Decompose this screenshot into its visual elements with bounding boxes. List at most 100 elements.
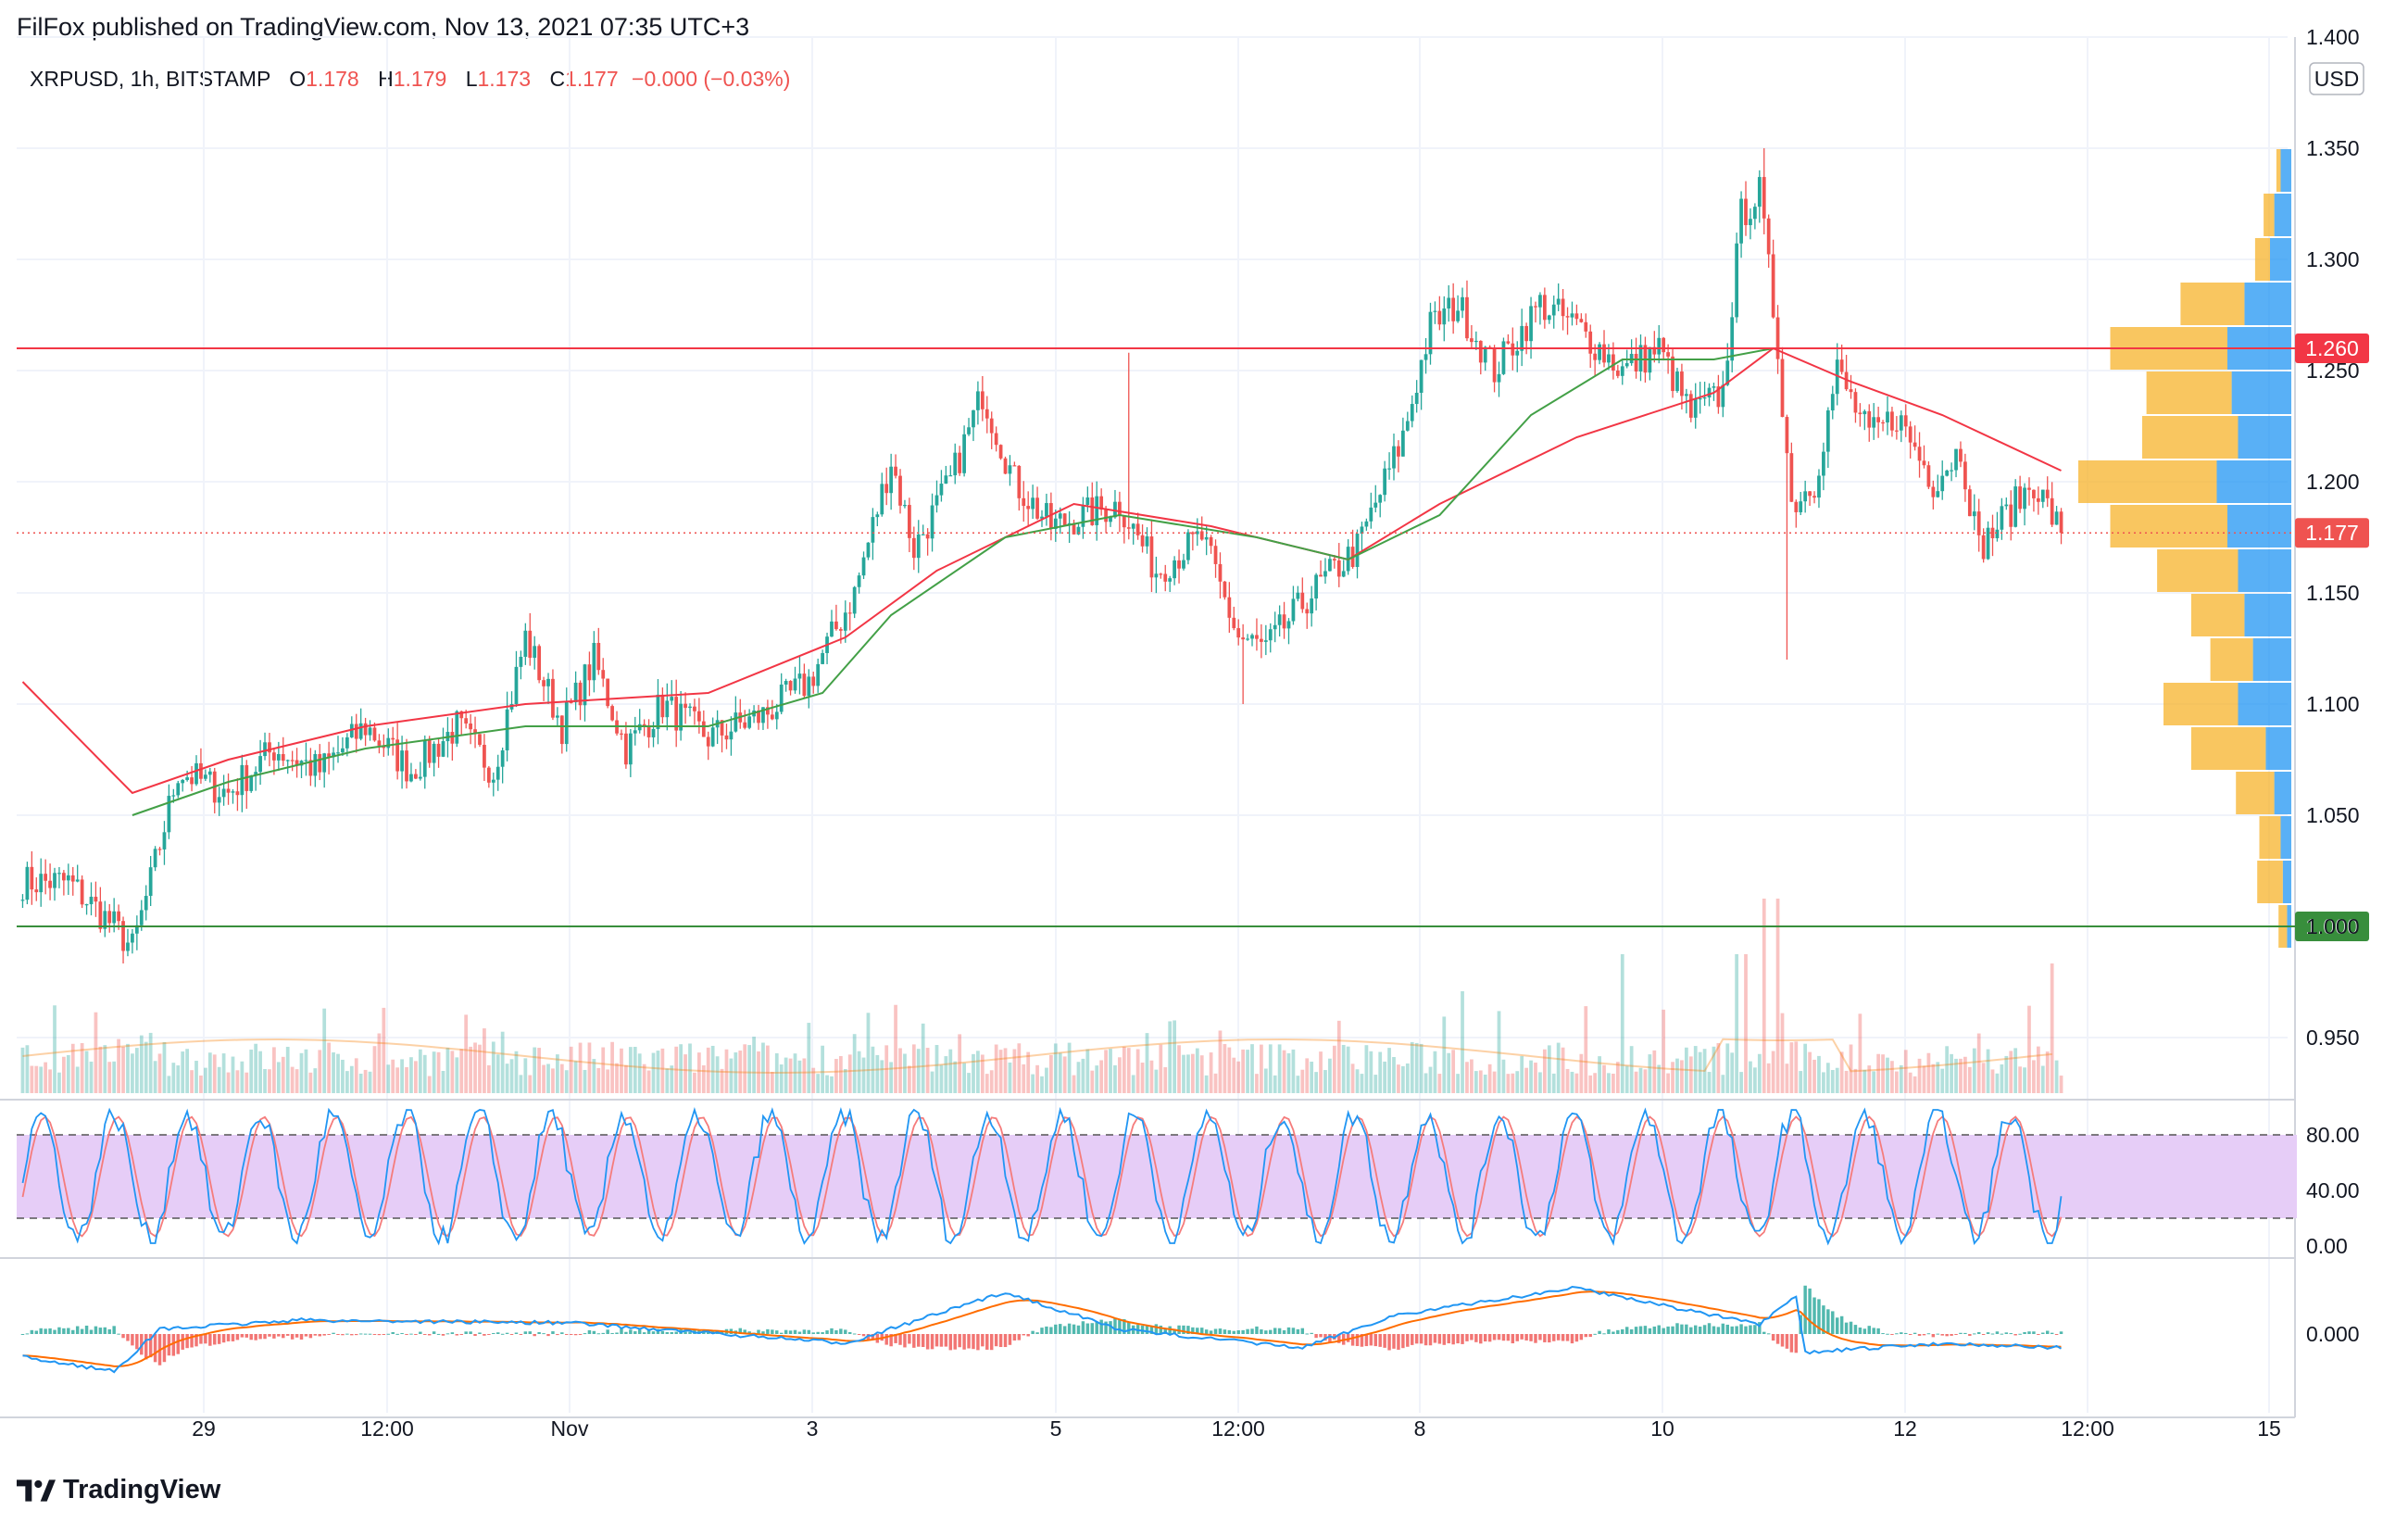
volume-bar <box>1693 1046 1698 1093</box>
volume-bar <box>1336 1020 1341 1093</box>
volume-bar <box>514 1051 519 1093</box>
volume-bar <box>167 1076 171 1093</box>
candle-body <box>1423 354 1428 360</box>
volume-bar <box>1954 1058 1958 1093</box>
candle-body <box>1058 513 1062 519</box>
volume-bar <box>1341 1044 1346 1093</box>
volume-bar <box>483 1028 486 1093</box>
candle-body <box>757 710 760 724</box>
macd-histogram-bar <box>181 1334 184 1350</box>
macd-histogram-bar <box>450 1332 455 1334</box>
candle-body <box>1328 559 1332 572</box>
candle-body <box>875 514 880 518</box>
candle-body <box>1135 523 1140 535</box>
candle-body <box>272 752 276 761</box>
volume-bar <box>1551 1073 1556 1093</box>
macd-histogram-bar <box>1963 1332 1967 1334</box>
candle-body <box>1986 527 1990 560</box>
open-value: 1.178 <box>306 67 359 91</box>
volume-bar <box>821 1045 824 1093</box>
candle-body <box>1177 560 1181 569</box>
candle-body <box>871 517 875 543</box>
candle-body <box>372 727 377 741</box>
volume-bar <box>245 1072 249 1093</box>
candle-body <box>1232 617 1236 629</box>
candle-body <box>948 475 953 477</box>
macd-histogram-bar <box>958 1334 961 1348</box>
candle-body <box>784 681 788 685</box>
candle-body <box>1612 354 1615 371</box>
stoch-d-line <box>21 1115 2063 1238</box>
candle-body <box>290 760 295 762</box>
macd-histogram-bar <box>25 1333 30 1335</box>
volume-bar <box>1182 1054 1185 1093</box>
candle-body <box>519 656 523 667</box>
candle-body <box>217 797 221 803</box>
volume-bar <box>1822 1072 1825 1093</box>
candle-body <box>537 646 542 681</box>
macd-histogram-bar <box>1387 1334 1391 1351</box>
candle-body <box>1744 198 1748 226</box>
candle-body <box>1236 628 1241 638</box>
time-tick-label: 3 <box>807 1416 819 1441</box>
volume-bar <box>674 1046 679 1093</box>
candle-body <box>1336 560 1341 577</box>
candle-body <box>1959 448 1963 462</box>
macd-histogram-bar <box>1662 1328 1665 1334</box>
volume-bar <box>1835 1067 1839 1093</box>
macd-histogram-bar <box>665 1331 670 1334</box>
candle-body <box>693 706 696 711</box>
macd-histogram-bar <box>1520 1334 1524 1340</box>
volume-bar <box>1652 1050 1657 1093</box>
candle-body <box>1607 354 1611 363</box>
candle-body <box>934 495 939 506</box>
volume-bar <box>1972 1048 1976 1093</box>
volume-bar <box>802 1058 807 1093</box>
candle-body <box>1565 316 1570 318</box>
candle-body <box>1881 422 1885 424</box>
candle-body <box>1721 384 1725 408</box>
volume-bar <box>1277 1044 1282 1093</box>
candle-body <box>1830 394 1835 411</box>
macd-histogram-bar <box>107 1328 111 1334</box>
macd-histogram-bar <box>171 1334 176 1356</box>
candle-body <box>1675 371 1679 392</box>
macd-histogram-bar <box>637 1329 642 1334</box>
macd-histogram-bar <box>771 1329 774 1334</box>
macd-histogram-bar <box>811 1332 815 1334</box>
candle-body <box>1076 526 1081 535</box>
volume-bar <box>1908 1072 1913 1093</box>
macd-histogram-bar <box>981 1334 985 1347</box>
macd-histogram-bar <box>1612 1331 1615 1334</box>
candle-body <box>308 760 313 776</box>
macd-histogram-bar <box>126 1334 130 1341</box>
volume-bar <box>1414 1042 1419 1093</box>
volume-bar <box>1400 1065 1405 1093</box>
candle-body <box>1492 347 1497 383</box>
macd-histogram-bar <box>1118 1320 1122 1334</box>
volume-bar <box>1584 1006 1588 1093</box>
macd-histogram-bar <box>1291 1328 1296 1334</box>
candle-body <box>1099 496 1104 510</box>
candle-body <box>1954 448 1958 471</box>
tradingview-logo[interactable]: TradingView <box>17 1475 220 1505</box>
grid-lines <box>0 36 2296 1418</box>
macd-histogram-bar <box>1968 1334 1972 1336</box>
macd-histogram-bar <box>784 1329 788 1334</box>
macd-histogram-bar <box>436 1333 441 1335</box>
macd-histogram-bar <box>121 1334 125 1339</box>
macd-histogram-bar <box>1822 1305 1825 1334</box>
macd-histogram-bar <box>1926 1333 1931 1335</box>
price-tick-label: 1.400 <box>2306 25 2360 49</box>
volume-bar <box>1291 1049 1296 1093</box>
macd-histogram-bar <box>1685 1324 1688 1334</box>
volume-bar <box>556 1054 559 1093</box>
volume-bar <box>1387 1048 1391 1093</box>
macd-histogram-bar <box>103 1327 107 1334</box>
candle-body <box>592 643 596 681</box>
candle-body <box>1730 317 1735 361</box>
macd-histogram-bar <box>1702 1325 1707 1334</box>
macd-histogram-bar <box>53 1329 56 1334</box>
candle-body <box>911 537 916 559</box>
